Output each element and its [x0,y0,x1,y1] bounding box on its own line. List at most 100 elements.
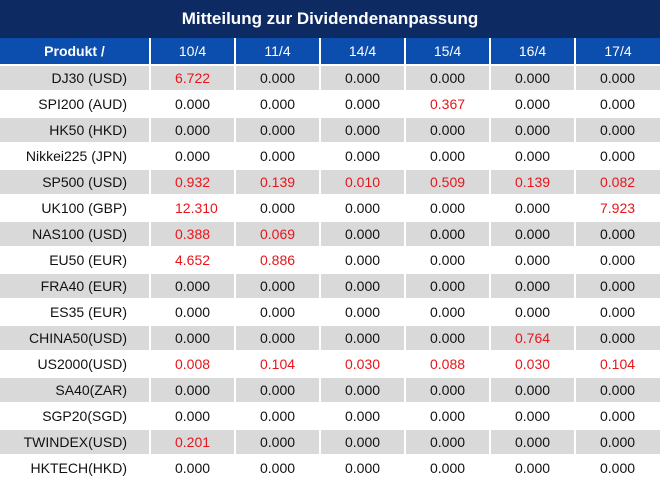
dividend-value-cell: 0.000 [405,143,491,170]
dividend-value-cell: 0.000 [405,65,491,92]
dividend-value-cell: 0.000 [405,247,491,274]
dividend-value-cell: 0.000 [150,143,236,170]
product-name-cell: FRA40 (EUR) [0,273,151,300]
dividend-value-cell: 0.082 [575,169,660,196]
product-name-cell: HKTECH(HKD) [0,455,151,482]
table-header-row: Produkt / 10/4 11/4 14/4 15/4 16/4 17/4 [0,38,660,66]
table-row: SGP20(SGD) 0.000 0.000 0.000 0.000 0.000 0.000 [0,403,660,430]
dividend-value-cell: 0.000 [490,221,576,248]
dividend-value-cell: 0.000 [235,377,321,404]
dividend-value-cell: 0.000 [150,273,236,300]
dividend-value-cell: 0.000 [320,195,406,222]
product-name-cell: Nikkei225 (JPN) [0,143,151,170]
dividend-value-cell: 0.000 [405,403,491,430]
dividend-value-cell: 0.000 [320,429,406,456]
product-name-cell: NAS100 (USD) [0,221,151,248]
dividend-value-cell: 0.000 [150,91,236,118]
dividend-value-cell: 0.088 [405,351,491,378]
dividend-value-cell: 0.010 [320,169,406,196]
dividend-value-cell: 0.000 [575,403,660,430]
dividend-value-cell: 0.000 [490,143,576,170]
table-row: ES35 (EUR) 0.000 0.000 0.000 0.000 0.000 0.000 [0,299,660,326]
dividend-value-cell: 0.000 [405,221,491,248]
dividend-value-cell: 0.932 [150,169,236,196]
table-row: TWINDEX(USD) 0.201 0.000 0.000 0.000 0.000 0.0… [0,429,660,456]
dividend-value-cell: 0.764 [490,325,576,352]
dividend-value-cell: 0.000 [235,455,321,482]
dividend-value-cell: 0.069 [235,221,321,248]
dividend-value-cell: 0.000 [575,273,660,300]
dividend-value-cell: 0.000 [575,377,660,404]
column-header-date: 10/4 [150,38,236,66]
dividend-table: Produkt / 10/4 11/4 14/4 15/4 16/4 17/4 … [0,38,660,482]
table-row: SP500 (USD) 0.932 0.139 0.010 0.509 0.139 0.08… [0,169,660,196]
dividend-value-cell: 0.000 [320,377,406,404]
dividend-value-cell: 0.000 [235,195,321,222]
dividend-value-cell: 0.000 [490,273,576,300]
dividend-value-cell: 0.000 [150,377,236,404]
dividend-value-cell: 0.000 [490,247,576,274]
dividend-value-cell: 0.000 [405,455,491,482]
product-name-cell: ES35 (EUR) [0,299,151,326]
dividend-value-cell: 0.104 [235,351,321,378]
dividend-value-cell: 0.000 [575,299,660,326]
dividend-value-cell: 0.000 [405,117,491,144]
table-row: HKTECH(HKD) 0.000 0.000 0.000 0.000 0.000 0.00… [0,455,660,482]
column-header-date: 11/4 [235,38,321,66]
product-name-cell: SPI200 (AUD) [0,91,151,118]
dividend-value-cell: 0.000 [490,403,576,430]
dividend-value-cell: 0.104 [575,351,660,378]
dividend-value-cell: 0.000 [575,117,660,144]
dividend-value-cell: 0.000 [320,455,406,482]
dividend-value-cell: 0.000 [320,91,406,118]
table-row: NAS100 (USD) 0.388 0.069 0.000 0.000 0.000 0.0… [0,221,660,248]
dividend-value-cell: 0.000 [320,273,406,300]
dividend-value-cell: 0.000 [575,325,660,352]
dividend-value-cell: 0.000 [235,325,321,352]
column-header-date: 15/4 [405,38,491,66]
dividend-value-cell: 0.000 [405,429,491,456]
dividend-value-cell: 0.000 [150,117,236,144]
page-title: Mitteilung zur Dividendenanpassung [0,0,660,38]
product-name-cell: EU50 (EUR) [0,247,151,274]
dividend-value-cell: 0.000 [235,65,321,92]
dividend-value-cell: 0.000 [490,299,576,326]
dividend-value-cell: 0.000 [320,247,406,274]
column-header-date: 17/4 [575,38,660,66]
dividend-value-cell: 0.030 [320,351,406,378]
dividend-value-cell: 0.509 [405,169,491,196]
dividend-value-cell: 0.000 [490,455,576,482]
column-header-date: 14/4 [320,38,406,66]
dividend-value-cell: 0.000 [320,65,406,92]
dividend-value-cell: 0.000 [235,299,321,326]
dividend-value-cell: 0.000 [575,221,660,248]
table-row: Nikkei225 (JPN) 0.000 0.000 0.000 0.000 0.000… [0,143,660,170]
dividend-value-cell: 0.139 [235,169,321,196]
dividend-value-cell: 0.000 [150,455,236,482]
dividend-value-cell: 0.000 [235,91,321,118]
product-name-cell: CHINA50(USD) [0,325,151,352]
table-row: SA40(ZAR) 0.000 0.000 0.000 0.000 0.000 0.000 [0,377,660,404]
dividend-value-cell: 0.000 [490,377,576,404]
dividend-value-cell: 0.000 [235,117,321,144]
table-body: DJ30 (USD) 6.722 0.000 0.000 0.000 0.000 0.000… [0,65,660,482]
dividend-value-cell: 0.000 [490,65,576,92]
dividend-value-cell: 0.000 [235,403,321,430]
dividend-value-cell: 0.000 [575,143,660,170]
dividend-value-cell: 0.367 [405,91,491,118]
dividend-value-cell: 4.652 [150,247,236,274]
dividend-value-cell: 0.139 [490,169,576,196]
dividend-value-cell: 0.000 [405,195,491,222]
dividend-value-cell: 0.000 [575,91,660,118]
dividend-value-cell: 0.008 [150,351,236,378]
dividend-value-cell: 0.000 [575,65,660,92]
dividend-value-cell: 0.000 [320,143,406,170]
dividend-value-cell: 6.722 [150,65,236,92]
dividend-value-cell: 0.000 [320,403,406,430]
dividend-value-cell: 0.000 [575,455,660,482]
dividend-value-cell: 0.000 [235,143,321,170]
column-header-date: 16/4 [490,38,576,66]
column-header-product: Produkt / [0,38,151,66]
dividend-value-cell: 12.310 [150,195,236,222]
